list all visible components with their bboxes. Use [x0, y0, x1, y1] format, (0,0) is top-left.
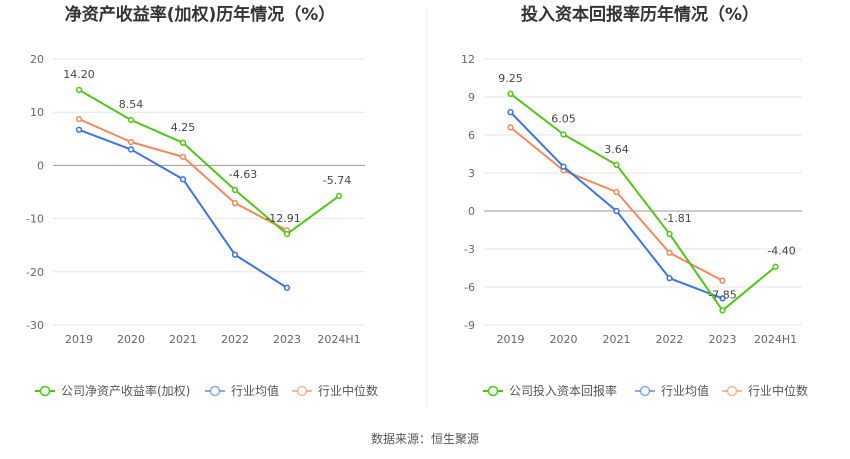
data-point	[75, 115, 83, 123]
y-tick-label: -10	[26, 213, 44, 226]
legend-swatch-marker	[487, 385, 499, 397]
data-label: 3.64	[604, 143, 629, 156]
y-tick-label: 6	[468, 129, 475, 142]
legend-swatch-marker	[639, 385, 651, 397]
y-tick-label: -20	[26, 266, 44, 279]
legend-swatch-marker	[39, 385, 51, 397]
data-point	[179, 153, 187, 161]
legend-label: 行业中位数	[748, 383, 808, 398]
roic-chart: 投入资本回报率历年情况（%） 12 9 6 3 0 -3 -6 -9 2019 2020 2021 20…	[461, 4, 808, 398]
data-point	[75, 86, 83, 94]
x-tick-label: 2022	[656, 333, 684, 346]
series-line	[509, 111, 723, 300]
legend-swatch-marker	[726, 385, 738, 397]
data-point	[666, 274, 673, 282]
data-point	[127, 138, 135, 146]
x-tick-label: 2021	[169, 333, 197, 346]
roe-chart: 净资产收益率(加权)历年情况（%） 20 10 0 -10 -20 -30 2019 2020 2…	[26, 4, 378, 398]
data-label: -4.40	[767, 245, 795, 258]
data-label: 14.20	[63, 68, 95, 81]
data-point	[127, 146, 135, 153]
y-tick-label: 0	[37, 159, 44, 172]
legend-label: 行业中位数	[318, 383, 378, 398]
data-point	[560, 163, 567, 170]
data-point	[179, 139, 187, 146]
legend-label: 公司投入资本回报率	[509, 383, 617, 398]
data-point	[231, 200, 239, 207]
x-tick-label: 2023	[709, 333, 737, 346]
y-tick-label: 20	[30, 53, 44, 66]
data-point	[75, 126, 83, 133]
data-point	[231, 186, 239, 194]
x-tick-label: 2022	[221, 333, 249, 346]
data-point	[666, 249, 673, 256]
x-tick-label: 2024H1	[317, 333, 360, 346]
series-line	[78, 88, 340, 236]
y-tick-label: -3	[464, 243, 475, 256]
data-label: -12.91	[265, 212, 300, 225]
y-tick-label: 3	[468, 167, 475, 180]
y-tick-label: 10	[30, 106, 44, 119]
data-point	[613, 161, 620, 169]
data-point	[507, 124, 514, 131]
data-label: 9.25	[498, 72, 523, 85]
y-tick-label: 0	[468, 205, 475, 218]
legend-swatch-marker	[296, 385, 308, 397]
x-tick-label: 2021	[603, 333, 631, 346]
data-point	[719, 295, 726, 302]
data-point	[179, 176, 187, 183]
data-point	[613, 188, 620, 196]
x-tick-label: 2020	[117, 333, 145, 346]
y-tick-label: 9	[468, 91, 475, 104]
x-tick-label: 2019	[65, 333, 93, 346]
data-point	[283, 230, 291, 238]
x-tick-label: 2024H1	[754, 333, 797, 346]
data-label: -4.63	[229, 168, 257, 181]
data-point	[560, 131, 567, 138]
x-tick-label: 2023	[273, 333, 301, 346]
data-point	[666, 230, 673, 238]
legend-swatch-marker	[209, 385, 221, 397]
data-point	[231, 251, 239, 258]
data-label: -7.85	[708, 288, 736, 301]
y-tick-label: 12	[461, 53, 475, 66]
data-point	[283, 284, 291, 291]
data-point	[613, 207, 620, 215]
legend-label: 行业均值	[231, 383, 279, 398]
data-label: -5.74	[323, 174, 351, 187]
data-label: 6.05	[551, 112, 576, 125]
data-point	[719, 307, 726, 314]
chart-title: 净资产收益率(加权)历年情况（%）	[65, 4, 336, 25]
data-label: -1.81	[663, 212, 691, 225]
y-tick-label: -9	[464, 319, 475, 332]
series-line	[509, 93, 777, 312]
legend-label: 公司净资产收益率(加权)	[61, 383, 190, 398]
x-tick-label: 2020	[550, 333, 578, 346]
data-point	[507, 90, 514, 97]
chart-title: 投入资本回报率历年情况（%）	[521, 4, 759, 25]
y-tick-label: -6	[464, 281, 475, 294]
data-point	[127, 116, 135, 124]
data-label: 8.54	[119, 98, 144, 111]
legend-label: 行业均值	[661, 383, 709, 398]
data-point	[719, 277, 726, 284]
y-tick-label: -30	[26, 319, 44, 332]
data-point	[335, 192, 343, 200]
data-label: 4.25	[171, 121, 196, 134]
data-point	[772, 263, 779, 270]
x-tick-label: 2019	[497, 333, 525, 346]
data-source-note: 数据来源：恒生聚源	[371, 431, 479, 446]
data-point	[507, 109, 514, 116]
